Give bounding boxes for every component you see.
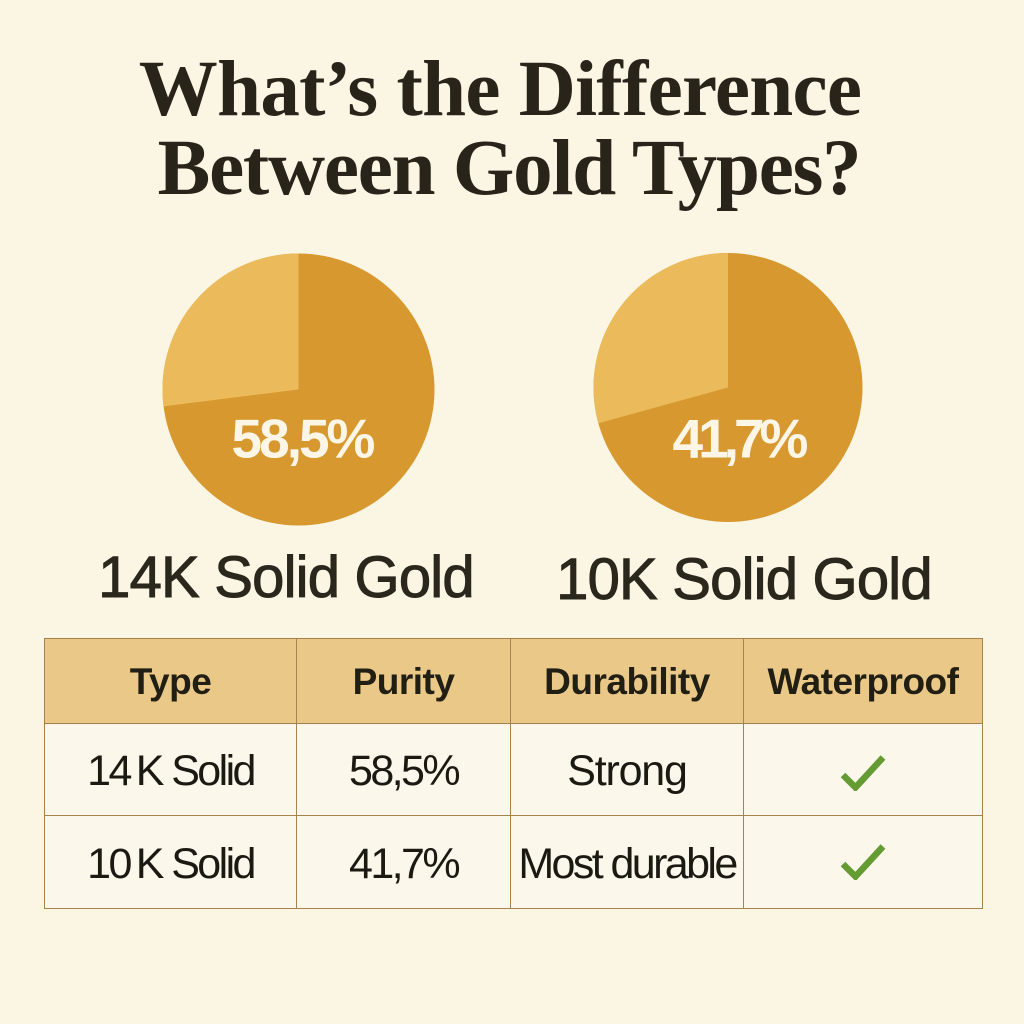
svg-text:58,5%: 58,5% bbox=[232, 408, 375, 470]
svg-text:41,7%: 41,7% bbox=[673, 408, 808, 470]
